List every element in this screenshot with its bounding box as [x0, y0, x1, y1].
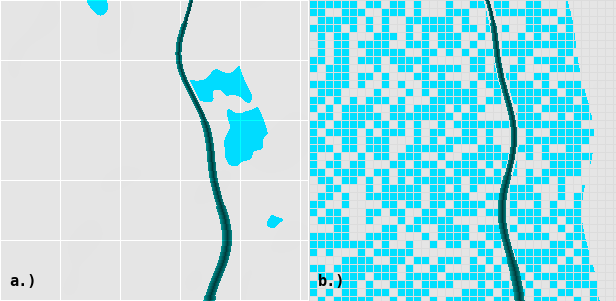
Text: a.): a.) — [9, 274, 36, 289]
Text: b.): b.) — [318, 274, 346, 289]
